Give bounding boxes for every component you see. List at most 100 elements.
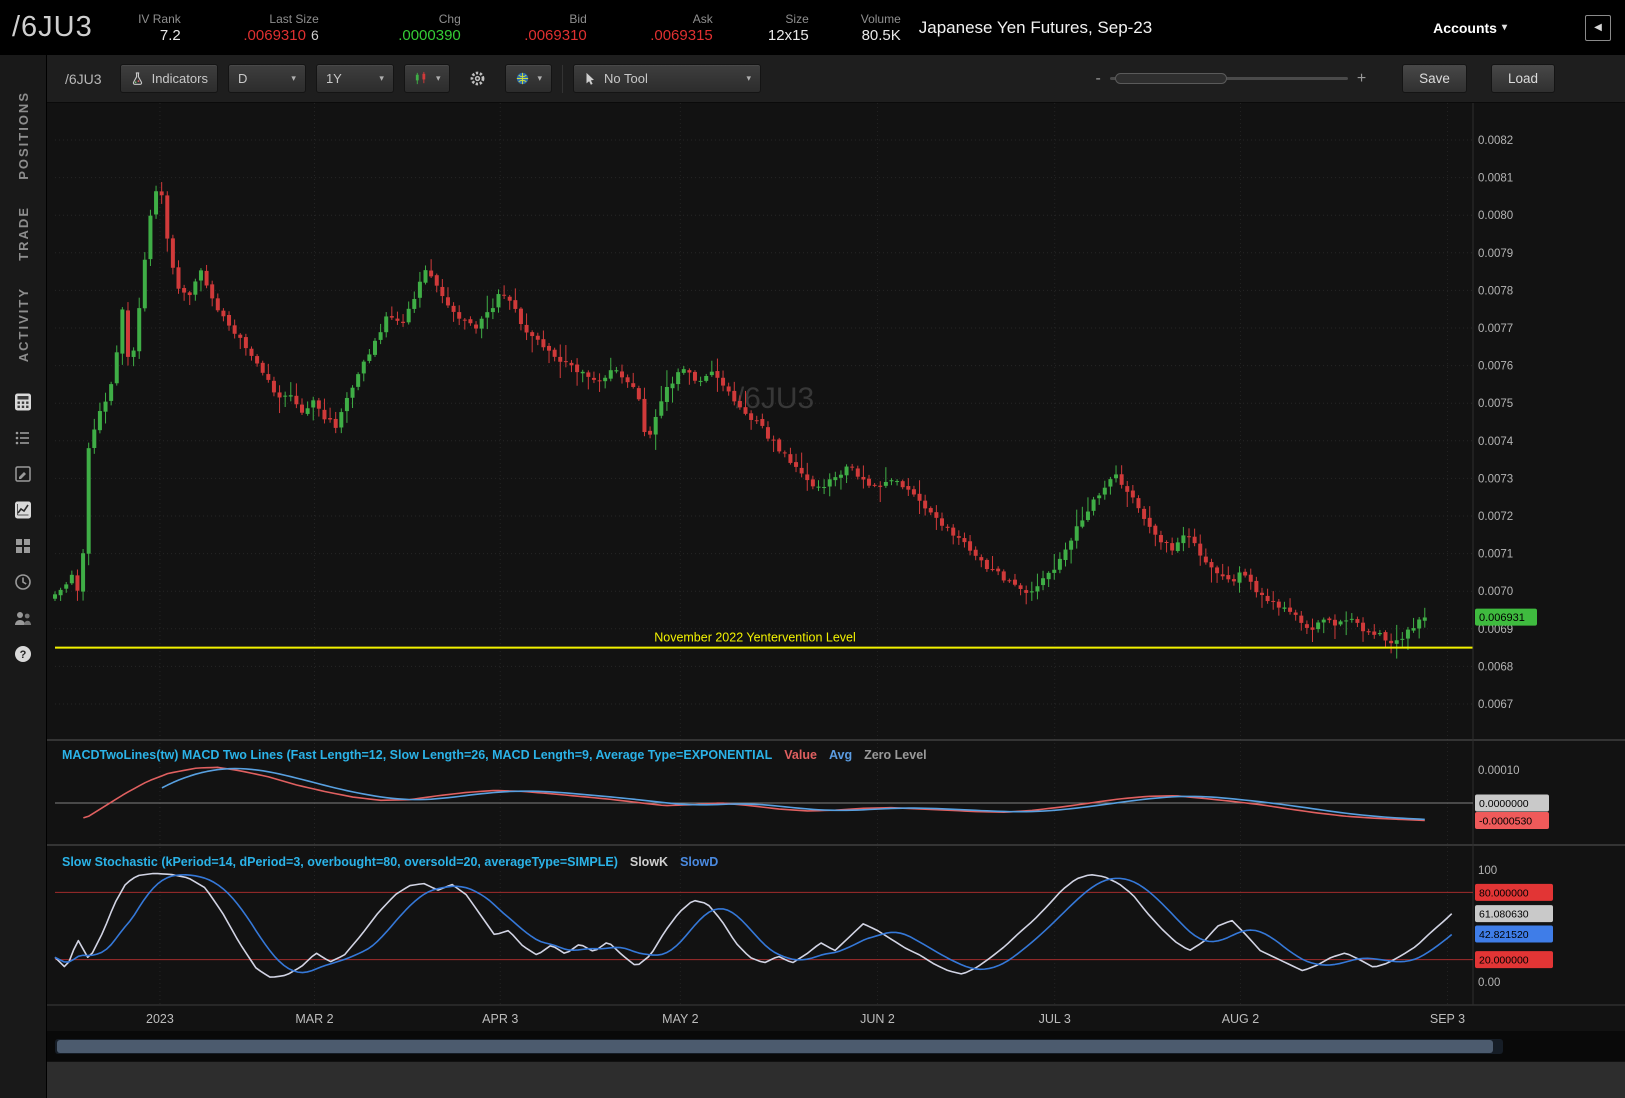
left-sidebar: POSITIONS TRADE ACTIVITY: [0, 55, 47, 1098]
zoom-slider-thumb[interactable]: [1115, 73, 1227, 84]
accounts-menu[interactable]: Accounts ▾: [1433, 20, 1507, 36]
svg-text:0.0078: 0.0078: [1478, 285, 1513, 297]
chevron-down-icon: ▾: [436, 73, 441, 84]
svg-text:MAR 2: MAR 2: [295, 1012, 333, 1026]
macd-zero-legend: Zero Level: [864, 748, 927, 762]
field-iv-rank: IV Rank 7.2: [123, 12, 181, 44]
svg-text:0.0073: 0.0073: [1478, 473, 1513, 485]
hscroll-track[interactable]: [55, 1039, 1503, 1054]
chart-toolbar: /6JU3 Indicators D ▾ 1Y ▾ ▾: [47, 55, 1625, 103]
svg-text:JUL 3: JUL 3: [1039, 1012, 1071, 1026]
svg-text:0.006931: 0.006931: [1479, 612, 1525, 624]
svg-text:0.0071: 0.0071: [1478, 549, 1513, 561]
svg-text:/6JU3: /6JU3: [736, 382, 814, 415]
last-size-value: 6: [311, 27, 319, 43]
field-chg: Chg .0000390: [349, 12, 461, 44]
chart-grid-icon[interactable]: [0, 492, 47, 528]
stoch-slowk-legend: SlowK: [630, 855, 668, 869]
settings-gear-button[interactable]: [460, 64, 495, 93]
sidebar-tab-activity[interactable]: ACTIVITY: [16, 287, 31, 362]
stochastic-study-label[interactable]: Slow Stochastic (kPeriod=14, dPeriod=3, …: [62, 855, 730, 869]
zoom-in-button[interactable]: +: [1357, 70, 1366, 88]
calculator-icon[interactable]: [0, 384, 47, 420]
svg-text:SEP 3: SEP 3: [1430, 1012, 1465, 1026]
flask-icon: [130, 71, 145, 86]
zoom-out-button[interactable]: -: [1096, 70, 1101, 88]
svg-text:APR 3: APR 3: [482, 1012, 518, 1026]
header-symbol: /6JU3: [12, 11, 93, 44]
drawing-tool-dropdown[interactable]: No Tool ▾: [573, 64, 761, 93]
people-icon[interactable]: [0, 600, 47, 636]
zoom-slider[interactable]: [1110, 77, 1348, 80]
globe-grid-icon: [515, 71, 530, 86]
quote-header: /6JU3 IV Rank 7.2 Last Size .0069310 6 C…: [0, 0, 1625, 55]
order-ticket-icon[interactable]: [0, 456, 47, 492]
list-icon[interactable]: [0, 420, 47, 456]
chevron-down-icon: ▾: [379, 73, 384, 84]
toolbar-separator: [562, 65, 563, 93]
bid-value: .0069310: [524, 27, 587, 44]
collapse-panel-button[interactable]: ◀: [1585, 15, 1611, 41]
svg-text:0.0077: 0.0077: [1478, 323, 1513, 335]
macd-avg-legend: Avg: [829, 748, 852, 762]
last-value: .0069310: [243, 27, 306, 44]
indicators-button[interactable]: Indicators: [120, 64, 218, 93]
svg-text:0.0079: 0.0079: [1478, 248, 1513, 260]
field-volume: Volume 80.5K: [839, 12, 901, 44]
chart-style-dropdown[interactable]: ▾: [404, 64, 451, 93]
svg-text:0.0081: 0.0081: [1478, 173, 1513, 185]
svg-text:-0.0000530: -0.0000530: [1479, 815, 1532, 827]
sidebar-tab-trade[interactable]: TRADE: [16, 206, 31, 261]
chg-value: .0000390: [398, 27, 461, 44]
sidebar-gadget-icons: ?: [0, 384, 47, 672]
svg-text:2023: 2023: [146, 1012, 174, 1026]
svg-text:42.821520: 42.821520: [1479, 929, 1529, 941]
range-dropdown[interactable]: 1Y ▾: [316, 64, 394, 93]
app-window: /6JU3 IV Rank 7.2 Last Size .0069310 6 C…: [0, 0, 1625, 1098]
timeframe-dropdown[interactable]: D ▾: [228, 64, 306, 93]
chart-canvas[interactable]: 2023MAR 2APR 3MAY 2JUN 2JUL 3AUG 2SEP 30…: [47, 103, 1625, 1031]
ask-value: .0069315: [650, 27, 713, 44]
zoom-control: - +: [1096, 70, 1367, 88]
svg-text:0.0074: 0.0074: [1478, 436, 1514, 448]
candlestick-style-icon: [414, 71, 429, 86]
svg-text:November 2022 Yentervention Le: November 2022 Yentervention Level: [654, 631, 856, 645]
svg-text:JUN 2: JUN 2: [860, 1012, 895, 1026]
help-icon[interactable]: ?: [0, 636, 47, 672]
svg-text:0.0080: 0.0080: [1478, 210, 1513, 222]
svg-text:0.0070: 0.0070: [1478, 586, 1513, 598]
svg-text:0.0076: 0.0076: [1478, 361, 1513, 373]
size-value: 12x15: [768, 27, 809, 44]
hscroll-thumb[interactable]: [57, 1040, 1493, 1053]
chart-hscrollbar-row: [47, 1031, 1625, 1061]
svg-text:0.0082: 0.0082: [1478, 135, 1513, 147]
svg-text:?: ?: [20, 649, 27, 661]
stoch-title: Slow Stochastic (kPeriod=14, dPeriod=3, …: [62, 855, 618, 869]
chevron-down-icon: ▾: [537, 73, 542, 84]
layout-grid-dropdown[interactable]: ▾: [505, 64, 552, 93]
chart-panel: /6JU3 Indicators D ▾ 1Y ▾ ▾: [47, 55, 1625, 1098]
field-bid: Bid .0069310: [491, 12, 587, 44]
sidebar-tab-positions[interactable]: POSITIONS: [16, 91, 31, 180]
clock-icon[interactable]: [0, 564, 47, 600]
svg-text:0.0075: 0.0075: [1478, 398, 1513, 410]
svg-text:0.0067: 0.0067: [1478, 699, 1513, 711]
volume-value: 80.5K: [862, 27, 901, 44]
field-last-size: Last Size .0069310 6: [211, 12, 319, 44]
stoch-slowd-legend: SlowD: [680, 855, 718, 869]
svg-text:0.0000000: 0.0000000: [1479, 798, 1529, 810]
iv-rank-value: 7.2: [160, 27, 181, 44]
gear-icon: [469, 70, 486, 87]
svg-text:80.000000: 80.000000: [1479, 887, 1529, 899]
symbol-input[interactable]: /6JU3: [57, 67, 110, 91]
svg-text:20.000000: 20.000000: [1479, 955, 1529, 967]
svg-text:AUG 2: AUG 2: [1222, 1012, 1260, 1026]
apps-grid-icon[interactable]: [0, 528, 47, 564]
cursor-icon: [583, 72, 597, 86]
field-ask: Ask .0069315: [617, 12, 713, 44]
svg-text:0.0072: 0.0072: [1478, 511, 1513, 523]
macd-study-label[interactable]: MACDTwoLines(tw) MACD Two Lines (Fast Le…: [62, 748, 939, 762]
load-button[interactable]: Load: [1491, 64, 1555, 93]
field-size: Size 12x15: [743, 12, 809, 44]
save-button[interactable]: Save: [1402, 64, 1467, 93]
